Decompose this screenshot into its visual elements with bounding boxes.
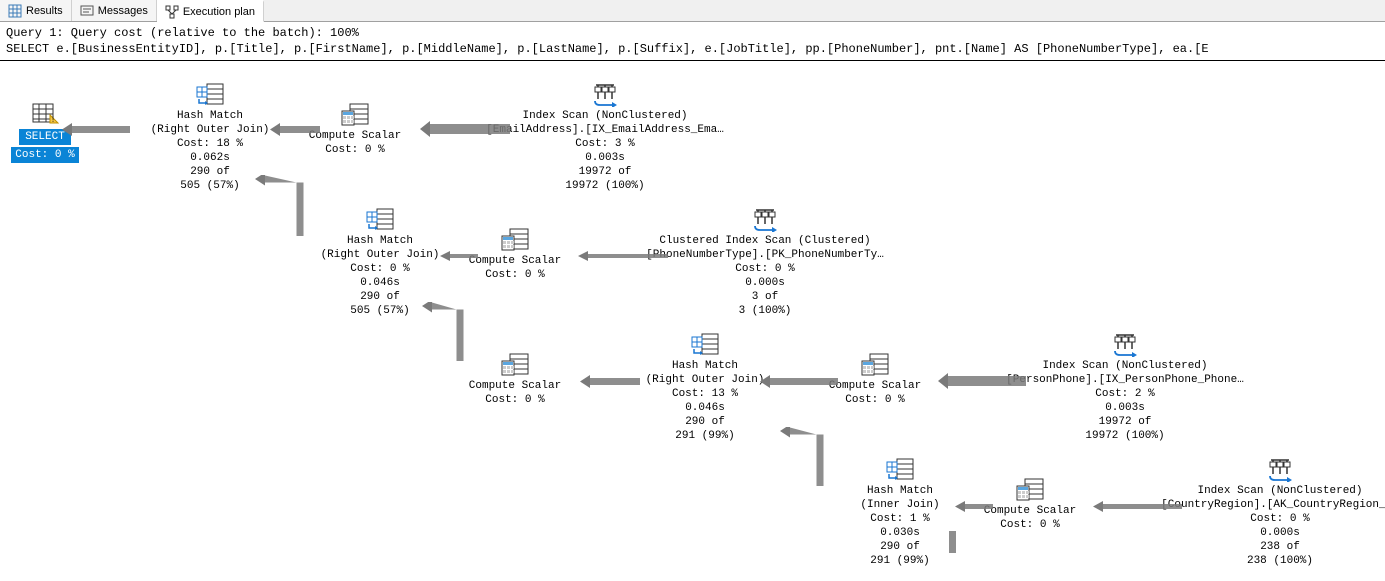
plan-node-text: 19972 of bbox=[990, 415, 1260, 429]
plan-node-text: Index Scan (NonClustered) bbox=[990, 359, 1260, 373]
plan-node-text: 238 of bbox=[1145, 540, 1385, 554]
plan-node-text: Hash Match bbox=[605, 359, 805, 373]
select-cost: Cost: 0 % bbox=[10, 145, 80, 163]
plan-node-text: 291 (99%) bbox=[605, 429, 805, 443]
plan-node-text: 290 of bbox=[605, 415, 805, 429]
plan-node-text: 290 of bbox=[280, 290, 480, 304]
plan-node-compute-scalar-1-icon bbox=[280, 101, 430, 127]
select-icon: ! bbox=[10, 101, 80, 127]
plan-node-text: [EmailAddress].[IX_EmailAddress_Ema… bbox=[470, 123, 740, 137]
tab-execution-plan[interactable]: Execution plan bbox=[157, 0, 264, 22]
plan-node-clustered-scan-phonetype[interactable]: Clustered Index Scan (Clustered)[PhoneNu… bbox=[630, 206, 900, 318]
tab-plan-label: Execution plan bbox=[183, 6, 255, 18]
plan-node-index-scan-email[interactable]: Index Scan (NonClustered)[EmailAddress].… bbox=[470, 81, 740, 193]
tab-messages[interactable]: Messages bbox=[72, 0, 157, 21]
plan-node-hash-match-3-icon bbox=[605, 331, 805, 357]
plan-node-text: Compute Scalar bbox=[280, 129, 430, 143]
plan-node-index-scan-countryregion[interactable]: Index Scan (NonClustered)[CountryRegion]… bbox=[1145, 456, 1385, 568]
plan-node-text: Compute Scalar bbox=[440, 254, 590, 268]
plan-node-compute-scalar-5[interactable]: Compute ScalarCost: 0 % bbox=[955, 476, 1105, 532]
plan-node-hash-match-3[interactable]: Hash Match(Right Outer Join)Cost: 13 %0.… bbox=[605, 331, 805, 443]
plan-node-text: 0.003s bbox=[990, 401, 1260, 415]
messages-icon bbox=[80, 4, 94, 18]
plan-node-text: 505 (57%) bbox=[110, 179, 310, 193]
plan-node-compute-scalar-4[interactable]: Compute ScalarCost: 0 % bbox=[800, 351, 950, 407]
plan-node-index-scan-personphone[interactable]: Index Scan (NonClustered)[PersonPhone].[… bbox=[990, 331, 1260, 443]
select-label: SELECT bbox=[10, 129, 80, 145]
plan-node-text: 3 of bbox=[630, 290, 900, 304]
plan-node-text: 0.003s bbox=[470, 151, 740, 165]
query-cost-header: Query 1: Query cost (relative to the bat… bbox=[0, 22, 1385, 42]
plan-node-index-scan-personphone-icon bbox=[990, 331, 1260, 357]
plan-node-text: 505 (57%) bbox=[280, 304, 480, 318]
tab-results-label: Results bbox=[26, 5, 63, 17]
plan-node-compute-scalar-1[interactable]: Compute ScalarCost: 0 % bbox=[280, 101, 430, 157]
plan-node-text: 238 (100%) bbox=[1145, 554, 1385, 568]
plan-node-text: 291 (99%) bbox=[800, 554, 1000, 568]
plan-node-text: Cost: 0 % bbox=[280, 143, 430, 157]
plan-node-text: Compute Scalar bbox=[800, 379, 950, 393]
plan-node-text: Clustered Index Scan (Clustered) bbox=[630, 234, 900, 248]
plan-node-text: [PersonPhone].[IX_PersonPhone_Phone… bbox=[990, 373, 1260, 387]
plan-node-text: Compute Scalar bbox=[955, 504, 1105, 518]
plan-node-text: 3 (100%) bbox=[630, 304, 900, 318]
plan-node-clustered-scan-phonetype-icon bbox=[630, 206, 900, 232]
tab-messages-label: Messages bbox=[98, 5, 148, 17]
plan-node-text: Cost: 2 % bbox=[990, 387, 1260, 401]
plan-node-index-scan-email-icon bbox=[470, 81, 740, 107]
plan-icon bbox=[165, 5, 179, 19]
grid-icon bbox=[8, 4, 22, 18]
plan-node-text: Cost: 0 % bbox=[440, 268, 590, 282]
execution-plan-canvas[interactable]: ! SELECT Cost: 0 % Hash Match(Right Oute… bbox=[0, 61, 1385, 581]
plan-node-compute-scalar-2-icon bbox=[440, 226, 590, 252]
plan-node-text: [PhoneNumberType].[PK_PhoneNumberTy… bbox=[630, 248, 900, 262]
plan-node-text: Cost: 13 % bbox=[605, 387, 805, 401]
plan-node-text: 290 of bbox=[110, 165, 310, 179]
plan-node-text: (Right Outer Join) bbox=[605, 373, 805, 387]
plan-node-text: 19972 of bbox=[470, 165, 740, 179]
plan-node-select[interactable]: ! SELECT Cost: 0 % bbox=[10, 101, 80, 163]
plan-node-text: 0.000s bbox=[630, 276, 900, 290]
plan-node-compute-scalar-5-icon bbox=[955, 476, 1105, 502]
plan-node-compute-scalar-2[interactable]: Compute ScalarCost: 0 % bbox=[440, 226, 590, 282]
plan-node-compute-scalar-3[interactable]: Compute ScalarCost: 0 % bbox=[440, 351, 590, 407]
plan-node-text: Cost: 0 % bbox=[800, 393, 950, 407]
plan-node-text: Cost: 3 % bbox=[470, 137, 740, 151]
plan-node-text: Index Scan (NonClustered) bbox=[1145, 484, 1385, 498]
query-sql-text: SELECT e.[BusinessEntityID], p.[Title], … bbox=[0, 42, 1385, 61]
plan-node-text: 0.046s bbox=[605, 401, 805, 415]
plan-node-text: 19972 (100%) bbox=[470, 179, 740, 193]
plan-node-text: Compute Scalar bbox=[440, 379, 590, 393]
plan-node-compute-scalar-3-icon bbox=[440, 351, 590, 377]
plan-node-text: 0.000s bbox=[1145, 526, 1385, 540]
tab-bar: Results Messages Execution plan bbox=[0, 0, 1385, 22]
svg-text:!: ! bbox=[51, 116, 56, 125]
plan-node-text: Cost: 0 % bbox=[955, 518, 1105, 532]
plan-node-text: 290 of bbox=[800, 540, 1000, 554]
plan-node-text: 19972 (100%) bbox=[990, 429, 1260, 443]
plan-node-text: [CountryRegion].[AK_CountryRegion_N… bbox=[1145, 498, 1385, 512]
plan-node-index-scan-countryregion-icon bbox=[1145, 456, 1385, 482]
plan-node-text: Cost: 0 % bbox=[440, 393, 590, 407]
plan-node-text: Cost: 0 % bbox=[630, 262, 900, 276]
plan-node-compute-scalar-4-icon bbox=[800, 351, 950, 377]
plan-node-text: Index Scan (NonClustered) bbox=[470, 109, 740, 123]
plan-node-text: Cost: 0 % bbox=[1145, 512, 1385, 526]
tab-results[interactable]: Results bbox=[0, 0, 72, 21]
